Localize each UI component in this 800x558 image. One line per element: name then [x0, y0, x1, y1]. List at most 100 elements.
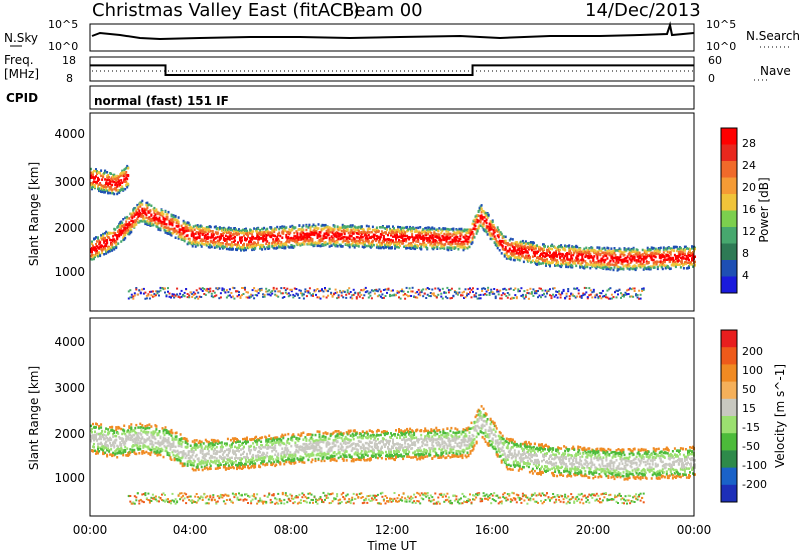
power-ylabel: Slant Range [km]	[27, 162, 41, 266]
power-echo-cell	[302, 229, 304, 232]
velocity-echo-cell	[154, 448, 156, 451]
power-echo-cell	[483, 222, 485, 225]
power-echo-cell	[104, 247, 106, 250]
power-near-range-cell	[591, 296, 593, 298]
velocity-echo-cell	[121, 433, 123, 436]
power-echo-cell	[166, 227, 168, 230]
power-near-range-cell	[487, 287, 489, 289]
power-echo-cell	[569, 250, 571, 253]
power-echo-cell	[298, 224, 300, 227]
velocity-echo-cell	[129, 448, 131, 451]
nsearch-tick-bottom: 10^0	[706, 40, 736, 53]
velocity-echo-cell	[160, 454, 162, 457]
power-echo-cell	[229, 238, 231, 241]
power-echo-cell	[554, 259, 556, 262]
power-echo-cell	[127, 183, 129, 186]
power-echo-cell	[643, 259, 645, 262]
power-echo-cell	[124, 237, 126, 240]
velocity-echo-cell	[100, 426, 102, 429]
power-echo-cell	[636, 259, 638, 262]
velocity-echo-cell	[155, 428, 157, 431]
power-near-range-cell	[440, 293, 442, 295]
power-echo-cell	[583, 248, 585, 251]
power-near-range-cell	[295, 288, 297, 290]
power-echo-cell	[119, 225, 121, 228]
velocity-echo-cell	[154, 430, 156, 433]
nsearch-tick-top: 10^5	[706, 18, 736, 31]
power-echo-cell	[257, 241, 259, 244]
power-echo-cell	[265, 243, 267, 246]
power-near-range-cell	[638, 290, 640, 292]
power-near-range-cell	[306, 295, 308, 297]
velocity-echo-cell	[148, 427, 150, 430]
velocity-echo-cell	[94, 431, 96, 434]
power-near-range-cell	[619, 289, 621, 291]
power-near-range-cell	[350, 291, 352, 293]
power-echo-cell	[553, 256, 555, 259]
power-echo-cell	[130, 231, 132, 234]
power-near-range-cell	[632, 296, 634, 298]
power-echo-cell	[627, 255, 629, 258]
power-near-range-cell	[369, 291, 371, 293]
power-echo-cell	[630, 267, 632, 270]
power-echo-cell	[555, 252, 557, 255]
power-echo-cell	[361, 231, 363, 234]
power-echo-cell	[449, 236, 451, 239]
power-echo-cell	[396, 246, 398, 249]
power-near-range-cell	[205, 294, 207, 296]
power-echo-cell	[559, 249, 561, 252]
power-near-range-cell	[513, 297, 515, 299]
power-near-range-cell	[529, 288, 531, 290]
power-echo-cell	[173, 221, 175, 224]
power-echo-cell	[254, 242, 256, 245]
power-cbar-swatch	[721, 260, 737, 277]
velocity-echo-cell	[138, 437, 140, 440]
velocity-echo-cell	[120, 428, 122, 431]
power-near-range-cell	[144, 292, 146, 294]
power-near-range-cell	[226, 289, 228, 291]
power-echo-cell	[480, 225, 482, 228]
velocity-echo-cell	[127, 438, 129, 441]
power-echo-cell	[639, 252, 641, 255]
power-echo-cell	[343, 239, 345, 242]
power-echo-cell	[469, 236, 471, 239]
power-near-range-cell	[149, 298, 151, 300]
power-echo-cell	[369, 228, 371, 231]
velocity-echo-cell	[114, 453, 116, 456]
power-echo-cell	[167, 218, 169, 221]
velocity-echo-cell	[133, 449, 135, 452]
velocity-echo-cell	[96, 439, 98, 442]
power-echo-cell	[417, 227, 419, 230]
power-near-range-cell	[616, 296, 618, 298]
power-echo-cell	[588, 247, 590, 250]
power-near-range-cell	[578, 289, 580, 291]
velocity-echo-cell	[92, 450, 94, 453]
power-near-range-cell	[388, 288, 390, 290]
power-echo-cell	[427, 231, 429, 234]
power-near-range-cell	[279, 290, 281, 292]
power-echo-cell	[221, 229, 223, 232]
power-near-range-cell	[487, 289, 489, 291]
power-near-range-cell	[514, 288, 516, 290]
power-near-range-cell	[256, 294, 258, 296]
power-near-range-cell	[252, 295, 254, 297]
power-echo-cell	[185, 238, 187, 241]
power-near-range-cell	[273, 287, 275, 289]
power-echo-cell	[404, 233, 406, 236]
power-echo-cell	[458, 228, 460, 231]
velocity-echo-cell	[124, 446, 126, 449]
velocity-echo-cell	[93, 439, 95, 442]
power-echo-cell	[337, 225, 339, 228]
power-echo-cell	[677, 264, 679, 267]
power-echo-cell	[238, 233, 240, 236]
power-echo-cell	[349, 238, 351, 241]
power-echo-cell	[461, 233, 463, 236]
power-echo-cell	[604, 248, 606, 251]
velocity-echo-cell	[141, 436, 143, 439]
power-near-range-cell	[309, 292, 311, 294]
power-echo-cell	[678, 259, 680, 262]
velocity-echo-cell	[122, 438, 124, 441]
power-echo-cell	[670, 267, 672, 270]
velocity-echo-cell	[105, 441, 107, 444]
power-echo-cell	[564, 259, 566, 262]
